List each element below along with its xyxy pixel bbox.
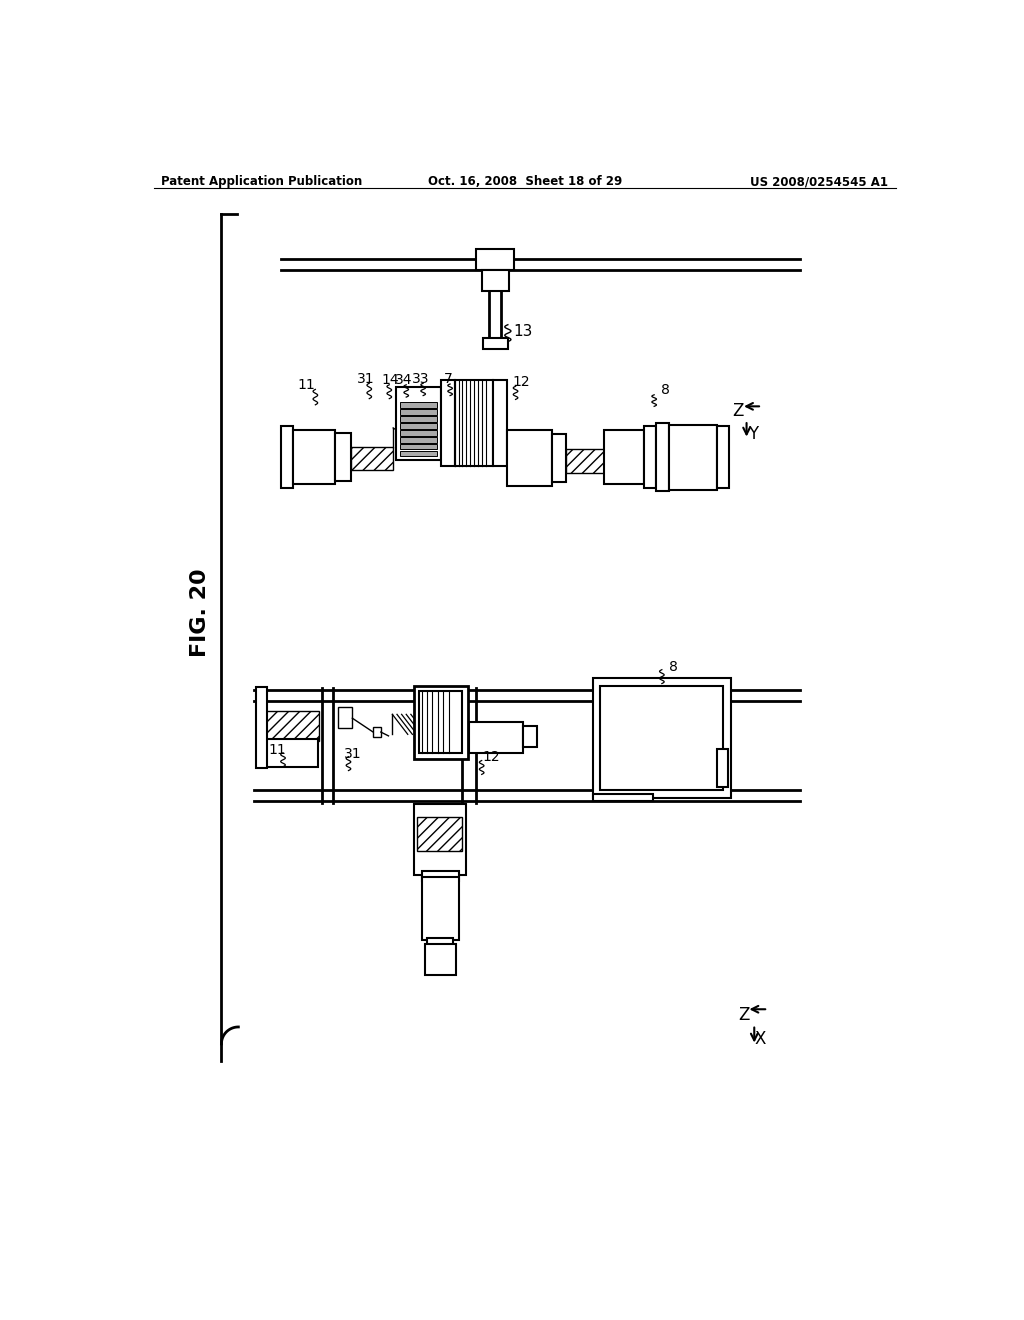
Bar (717, 748, 728, 788)
Bar (469, 722, 523, 752)
Bar (441, 380, 455, 466)
Bar (475, 729, 518, 747)
Bar (400, 430, 437, 436)
Text: 34: 34 (395, 374, 413, 387)
Bar (422, 876, 459, 940)
Text: 31: 31 (356, 372, 374, 385)
Bar (600, 686, 724, 789)
Bar (414, 686, 468, 759)
Text: 13: 13 (514, 325, 532, 339)
Bar (419, 692, 463, 752)
Text: 8: 8 (669, 660, 678, 673)
Bar (417, 817, 462, 851)
Bar (336, 433, 351, 480)
Bar (669, 425, 717, 490)
Bar (400, 416, 437, 422)
Bar (373, 726, 381, 738)
Text: 8: 8 (662, 383, 670, 397)
Text: 33: 33 (412, 372, 430, 385)
Bar (523, 726, 538, 747)
Bar (507, 430, 552, 486)
Text: Z: Z (738, 1006, 750, 1024)
Text: US 2008/0254545 A1: US 2008/0254545 A1 (751, 176, 888, 189)
Bar (414, 804, 466, 875)
Bar (400, 424, 437, 429)
Text: FIG. 20: FIG. 20 (189, 569, 210, 657)
Bar (604, 430, 644, 484)
Text: X: X (755, 1031, 766, 1048)
Bar (656, 424, 669, 491)
Bar (265, 711, 319, 741)
Bar (396, 387, 441, 461)
Bar (475, 249, 514, 271)
Bar (400, 437, 437, 442)
Bar (483, 338, 508, 348)
Bar (293, 430, 336, 484)
Bar (400, 409, 437, 414)
Bar (351, 447, 393, 470)
Bar (494, 380, 507, 466)
Bar (339, 706, 352, 729)
Bar (644, 426, 656, 488)
Text: 31: 31 (343, 747, 361, 760)
Text: Patent Application Publication: Patent Application Publication (162, 176, 362, 189)
Text: 11: 11 (297, 378, 315, 392)
Bar (717, 426, 729, 488)
Bar (256, 688, 267, 768)
Bar (422, 871, 459, 880)
Text: 11: 11 (268, 743, 286, 756)
Text: 12: 12 (512, 375, 529, 388)
Text: Z: Z (732, 403, 743, 420)
Bar (565, 450, 604, 473)
Bar (400, 444, 437, 449)
Text: Y: Y (748, 425, 758, 444)
Bar (400, 451, 437, 457)
Bar (455, 380, 494, 466)
Bar (265, 739, 317, 767)
Bar (281, 426, 293, 488)
Text: 12: 12 (482, 751, 500, 764)
Text: 14: 14 (381, 374, 399, 387)
Bar (427, 939, 454, 948)
Bar (400, 403, 437, 408)
Bar (481, 271, 509, 290)
Text: 7: 7 (444, 372, 453, 387)
Bar (552, 434, 565, 482)
Text: Oct. 16, 2008  Sheet 18 of 29: Oct. 16, 2008 Sheet 18 of 29 (428, 176, 622, 189)
Bar (593, 678, 731, 797)
Bar (593, 793, 652, 801)
Bar (425, 944, 456, 974)
